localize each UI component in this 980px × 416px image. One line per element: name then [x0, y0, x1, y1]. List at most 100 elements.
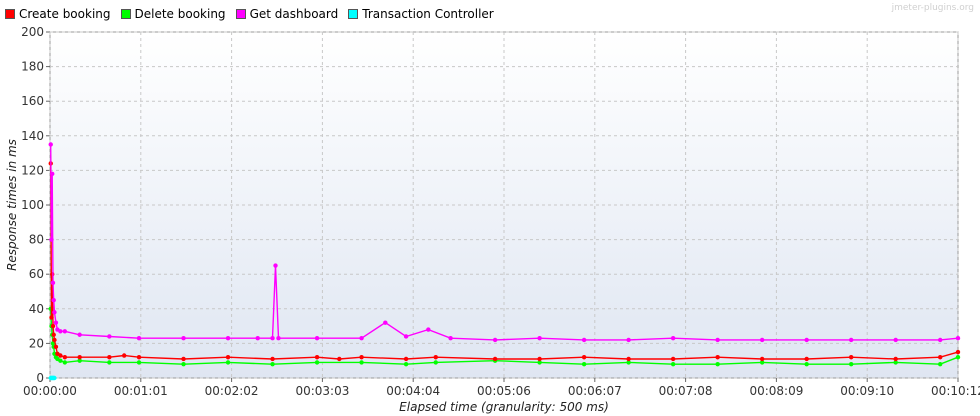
data-point-get-dashboard [403, 334, 409, 339]
legend-label: Get dashboard [249, 7, 339, 21]
data-point-create-booking [403, 356, 409, 362]
data-point-create-booking [270, 356, 275, 362]
data-point-delete-booking [537, 360, 542, 365]
data-point-get-dashboard [383, 320, 388, 325]
x-tick-label: 00:02:02 [205, 384, 259, 398]
legend-swatch [348, 9, 359, 19]
data-point-delete-booking [58, 358, 63, 363]
data-point-create-booking [58, 353, 63, 358]
data-point-create-booking [581, 355, 587, 360]
data-point-create-booking [337, 356, 342, 362]
data-point-create-booking [715, 355, 720, 360]
data-point-delete-booking [50, 341, 56, 346]
data-point-get-dashboard [426, 327, 431, 332]
legend-item-get-dashboard: Get dashboard [235, 7, 339, 21]
data-point-delete-booking [359, 360, 364, 365]
data-point-get-dashboard [136, 336, 142, 341]
y-tick-label: 180 [21, 60, 44, 74]
data-point-delete-booking [433, 360, 438, 365]
data-point-get-dashboard [51, 297, 56, 303]
data-point-transaction-controller [52, 375, 57, 381]
data-point-create-booking [537, 356, 542, 362]
data-point-get-dashboard [107, 334, 112, 339]
data-point-create-booking [62, 355, 68, 360]
data-point-create-booking [181, 356, 186, 362]
y-tick-label: 20 [29, 336, 44, 350]
data-point-create-booking [359, 355, 364, 360]
x-tick-label: 00:03:03 [295, 384, 349, 398]
data-point-create-booking [225, 355, 231, 360]
data-point-create-booking [804, 356, 809, 362]
data-point-delete-booking [804, 361, 809, 367]
data-point-create-booking [136, 355, 142, 360]
data-point-create-booking [50, 323, 56, 329]
data-point-get-dashboard [759, 337, 765, 343]
x-tick-label: 00:04:04 [386, 384, 440, 398]
y-tick-label: 140 [21, 129, 44, 143]
data-point-create-booking [52, 337, 57, 343]
data-point-get-dashboard [848, 337, 854, 343]
legend-item-transaction-controller: Transaction Controller [348, 7, 494, 21]
data-point-create-booking [49, 315, 54, 320]
data-point-create-booking [670, 356, 676, 362]
data-point-delete-booking [626, 360, 631, 365]
x-tick-label: 00:10:12 [931, 384, 980, 398]
data-point-get-dashboard [255, 336, 260, 341]
data-point-get-dashboard [492, 337, 498, 343]
y-tick-label: 100 [21, 198, 44, 212]
y-tick-label: 160 [21, 94, 44, 108]
data-point-get-dashboard [50, 280, 56, 286]
data-point-get-dashboard [715, 337, 720, 343]
x-tick-label: 00:01:01 [114, 384, 168, 398]
data-point-get-dashboard [626, 337, 631, 343]
data-point-create-booking [314, 355, 320, 360]
data-point-create-booking [955, 349, 961, 355]
data-point-create-booking [848, 355, 854, 360]
data-point-get-dashboard [58, 329, 63, 334]
data-point-get-dashboard [225, 336, 231, 341]
data-point-get-dashboard [670, 336, 676, 341]
y-tick-label: 60 [29, 267, 44, 281]
data-point-get-dashboard [181, 336, 186, 341]
x-tick-label: 00:05:06 [477, 384, 531, 398]
data-point-get-dashboard [804, 337, 809, 343]
data-point-create-booking [121, 353, 127, 358]
legend-label: Transaction Controller [362, 7, 494, 21]
data-point-get-dashboard [49, 237, 54, 242]
legend: Create booking Delete booking Get dashbo… [0, 0, 980, 28]
data-point-delete-booking [62, 360, 68, 365]
legend-label: Create booking [19, 7, 111, 21]
data-point-get-dashboard [273, 263, 278, 268]
y-tick-label: 40 [29, 302, 44, 316]
y-tick-label: 120 [21, 163, 44, 177]
data-point-get-dashboard [359, 336, 364, 341]
data-point-get-dashboard [581, 337, 587, 343]
data-point-get-dashboard [893, 337, 898, 343]
data-point-get-dashboard [537, 336, 542, 341]
data-point-get-dashboard [955, 336, 961, 341]
data-point-get-dashboard [52, 310, 57, 315]
series-line-create-booking [50, 163, 959, 360]
data-point-get-dashboard [77, 332, 82, 337]
data-point-delete-booking [893, 360, 898, 365]
x-tick-label: 00:08:09 [749, 384, 803, 398]
data-point-delete-booking [848, 361, 854, 367]
legend-item-create-booking: Create booking [5, 7, 111, 21]
data-point-delete-booking [314, 360, 320, 365]
data-point-create-booking [492, 356, 498, 362]
data-point-get-dashboard [937, 337, 943, 343]
legend-label: Delete booking [134, 7, 226, 21]
data-point-create-booking [759, 356, 765, 362]
data-point-create-booking [937, 355, 943, 360]
x-tick-label: 00:09:10 [840, 384, 894, 398]
data-point-create-booking [53, 344, 59, 350]
data-point-delete-booking [225, 360, 231, 365]
data-point-delete-booking [270, 361, 275, 367]
data-point-get-dashboard [50, 171, 55, 177]
watermark: jmeter-plugins.org [891, 3, 974, 13]
data-point-delete-booking [581, 361, 587, 367]
data-point-delete-booking [937, 361, 943, 367]
data-point-create-booking [77, 355, 82, 360]
